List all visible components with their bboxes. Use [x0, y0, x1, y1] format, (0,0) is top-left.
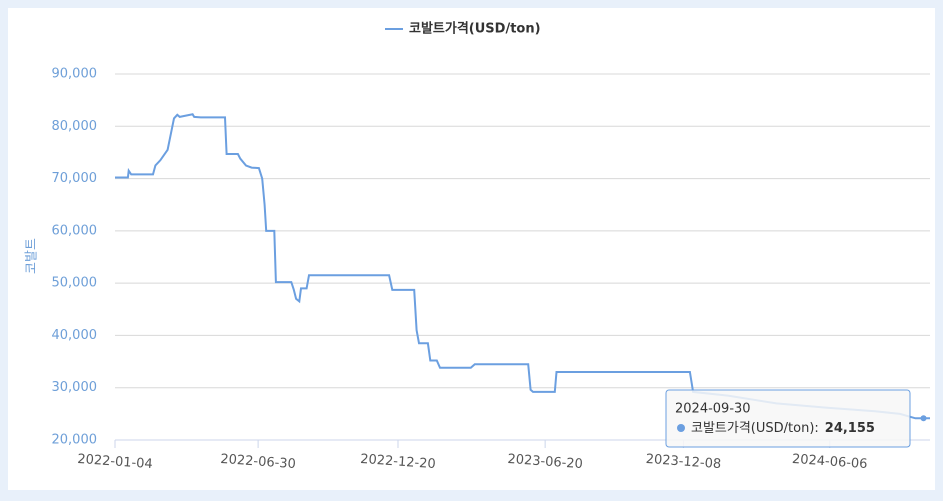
x-tick-label: 2023-06-20 — [507, 452, 583, 472]
hover-point — [920, 415, 927, 422]
tooltip-box — [665, 389, 911, 448]
y-axis-title: 코발트 — [25, 238, 40, 274]
legend: 코발트가격(USD/ton) — [385, 21, 541, 37]
tooltip: 2024-09-30 코발트가격(USD/ton): 24,155 — [665, 389, 911, 448]
x-tick-label: 2022-06-30 — [220, 452, 296, 472]
y-tick-label: 60,000 — [52, 223, 98, 238]
y-tick-label: 80,000 — [52, 119, 98, 134]
legend-label: 코발트가격(USD/ton) — [409, 21, 541, 37]
y-tick-label: 50,000 — [52, 276, 98, 291]
y-tick-label: 40,000 — [52, 328, 98, 343]
y-tick-label: 30,000 — [52, 380, 98, 395]
y-tick-label: 90,000 — [52, 67, 98, 82]
y-tick-label: 70,000 — [52, 171, 98, 186]
line — [115, 113, 930, 420]
x-tick-label: 2022-01-04 — [77, 452, 153, 472]
x-tick-label: 2023-12-08 — [645, 452, 721, 472]
tooltip-text: 코발트가격(USD/ton): 24,155 — [691, 421, 875, 436]
x-tick-label: 2022-12-20 — [360, 452, 436, 472]
x-tick-label: 2024-06-06 — [792, 452, 868, 472]
tooltip-dot — [677, 424, 685, 432]
y-tick-label: 20,000 — [52, 433, 98, 448]
tooltip-date: 2024-09-30 — [675, 402, 751, 417]
tooltip-value: 24,155 — [825, 421, 875, 436]
tooltip-series: 코발트가격(USD/ton): — [691, 421, 819, 436]
